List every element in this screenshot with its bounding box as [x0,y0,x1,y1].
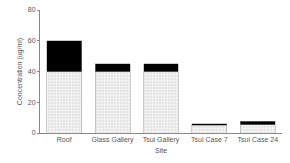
svg-text:Glass Gallery: Glass Gallery [92,136,135,144]
svg-text:Site: Site [155,147,167,154]
svg-text:40: 40 [28,68,36,75]
svg-text:80: 80 [28,6,36,13]
svg-text:Roof: Roof [57,136,72,143]
svg-text:0: 0 [32,129,36,136]
svg-text:Tsui Gallery: Tsui Gallery [143,136,180,144]
svg-text:Tsui Case 24: Tsui Case 24 [238,136,279,143]
svg-text:Concentration (ug/ml): Concentration (ug/ml) [16,38,24,105]
svg-text:Tsui Case 7: Tsui Case 7 [191,136,228,143]
svg-text:20: 20 [28,99,36,106]
svg-text:60: 60 [28,37,36,44]
